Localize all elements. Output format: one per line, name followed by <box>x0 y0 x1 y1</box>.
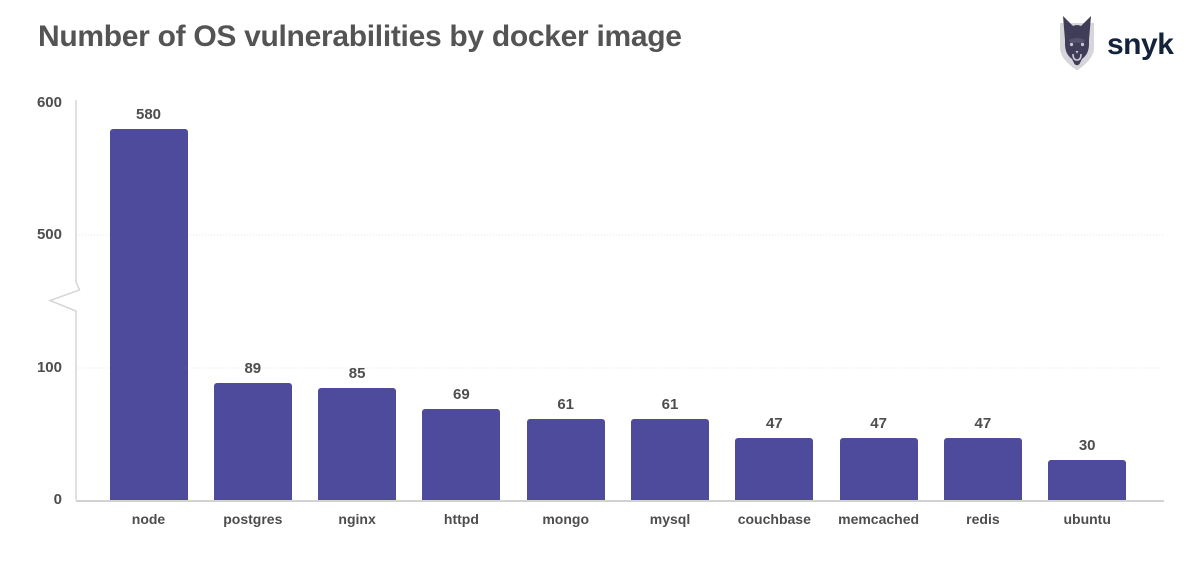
value-label-mongo: 61 <box>557 396 575 414</box>
bar-postgres <box>213 382 292 500</box>
category-label-redis: redis <box>966 511 1000 527</box>
value-label-httpd: 69 <box>453 385 470 403</box>
category-label-postgres: postgres <box>223 511 283 527</box>
value-label-ubuntu: 30 <box>1078 437 1096 455</box>
snyk-dog-icon <box>1060 16 1094 71</box>
page-title: Number of OS vulnerabilities by docker i… <box>38 20 682 53</box>
bar-nginx <box>318 387 397 500</box>
bar-redis <box>943 437 1022 500</box>
bar-memcached <box>839 437 918 500</box>
bar-couchbase <box>735 437 814 500</box>
bar-ubuntu <box>1048 460 1127 500</box>
value-label-memcached: 47 <box>870 414 887 432</box>
y-tick-label-500: 500 <box>36 226 62 243</box>
category-label-mongo: mongo <box>542 511 590 527</box>
value-label-redis: 47 <box>974 414 992 432</box>
category-label-node: node <box>131 511 166 527</box>
y-axis-line-with-break <box>47 100 81 500</box>
bar-node <box>109 129 188 500</box>
value-label-mysql: 61 <box>661 396 679 414</box>
bar-httpd <box>422 408 501 500</box>
value-label-couchbase: 47 <box>765 414 783 432</box>
value-label-nginx: 85 <box>348 364 366 382</box>
category-label-memcached: memcached <box>838 511 920 527</box>
brand-name: snyk <box>1107 28 1174 61</box>
snyk-logo: snyk <box>1052 12 1174 78</box>
category-label-couchbase: couchbase <box>737 511 811 527</box>
bar-mysql <box>631 419 709 500</box>
y-tick-label-100: 100 <box>36 359 62 376</box>
category-label-ubuntu: ubuntu <box>1063 511 1111 527</box>
category-label-nginx: nginx <box>338 511 376 527</box>
value-label-node: 580 <box>135 106 162 124</box>
category-label-mysql: mysql <box>649 511 691 527</box>
category-label-httpd: httpd <box>443 511 479 527</box>
y-tick-label-0: 0 <box>53 491 62 508</box>
value-label-postgres: 89 <box>244 359 262 377</box>
bar-mongo <box>526 419 605 500</box>
y-tick-label-600: 600 <box>36 94 62 111</box>
